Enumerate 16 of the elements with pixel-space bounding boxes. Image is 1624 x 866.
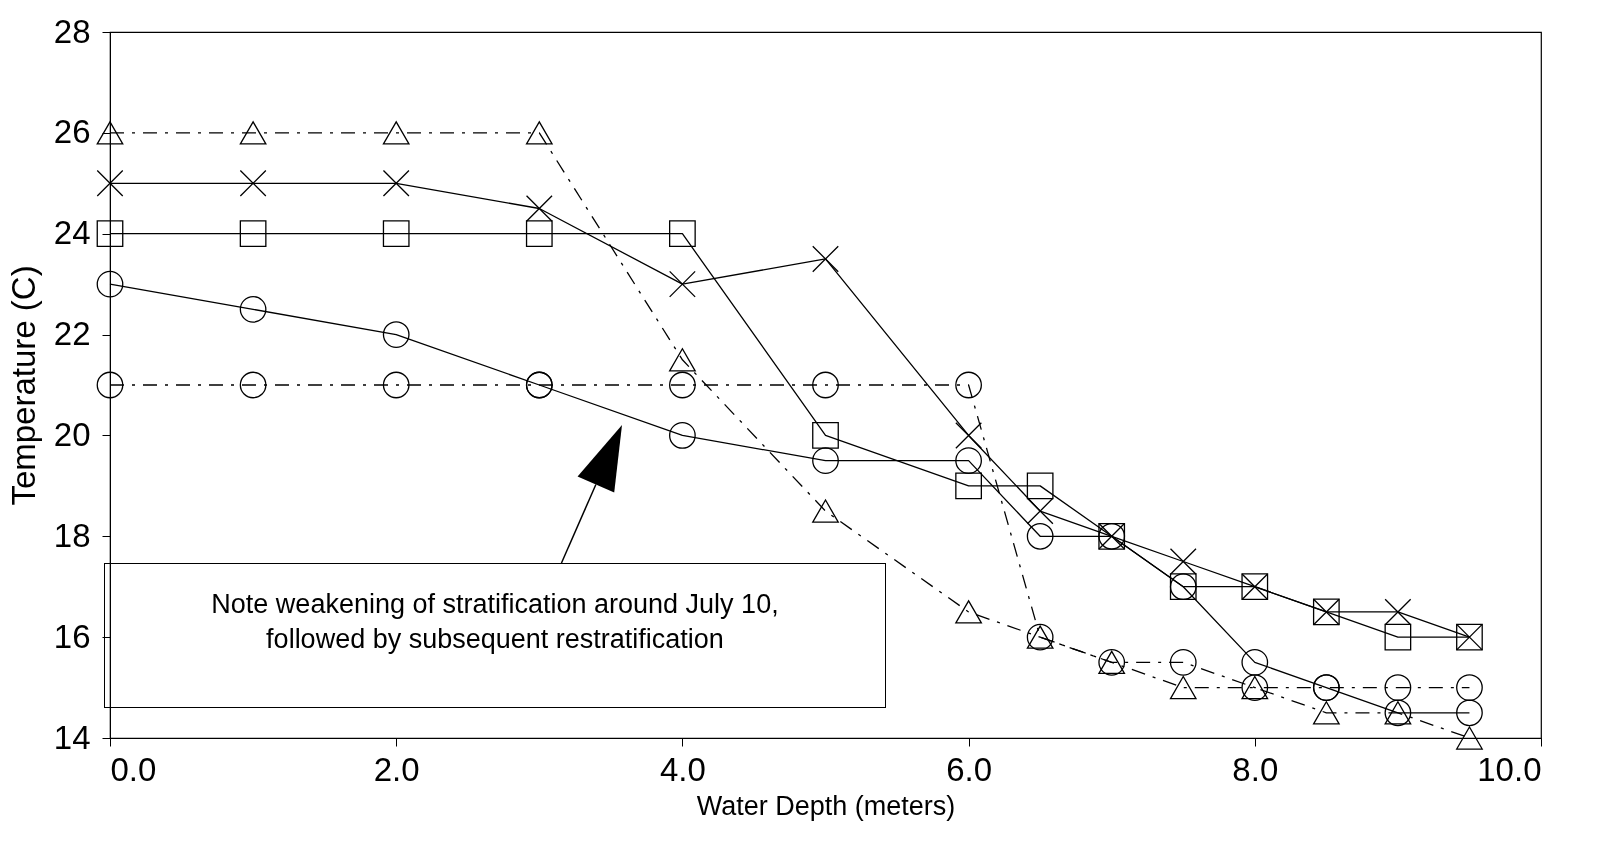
x-axis-title: Water Depth (meters) [696, 790, 956, 821]
x-tick-label: 4.0 [659, 750, 706, 788]
x-tick-label: 10.0 [1477, 750, 1542, 788]
y-axis-title: Temperature (C) [4, 265, 42, 506]
y-tick-label: 22 [53, 315, 91, 353]
y-tick-label: 28 [53, 12, 91, 50]
y-tick-label: 26 [53, 113, 91, 151]
x-tick-label: 2.0 [373, 750, 420, 788]
y-tick-label: 18 [53, 516, 91, 554]
x-tick-label: 6.0 [946, 750, 993, 788]
y-tick-label: 16 [53, 617, 91, 655]
y-tick-label: 14 [53, 718, 91, 756]
x-tick-label: 8.0 [1232, 750, 1279, 788]
x-tick-label: 0.0 [110, 750, 157, 788]
y-tick-label: 24 [53, 214, 91, 252]
y-tick-label: 20 [53, 415, 91, 453]
